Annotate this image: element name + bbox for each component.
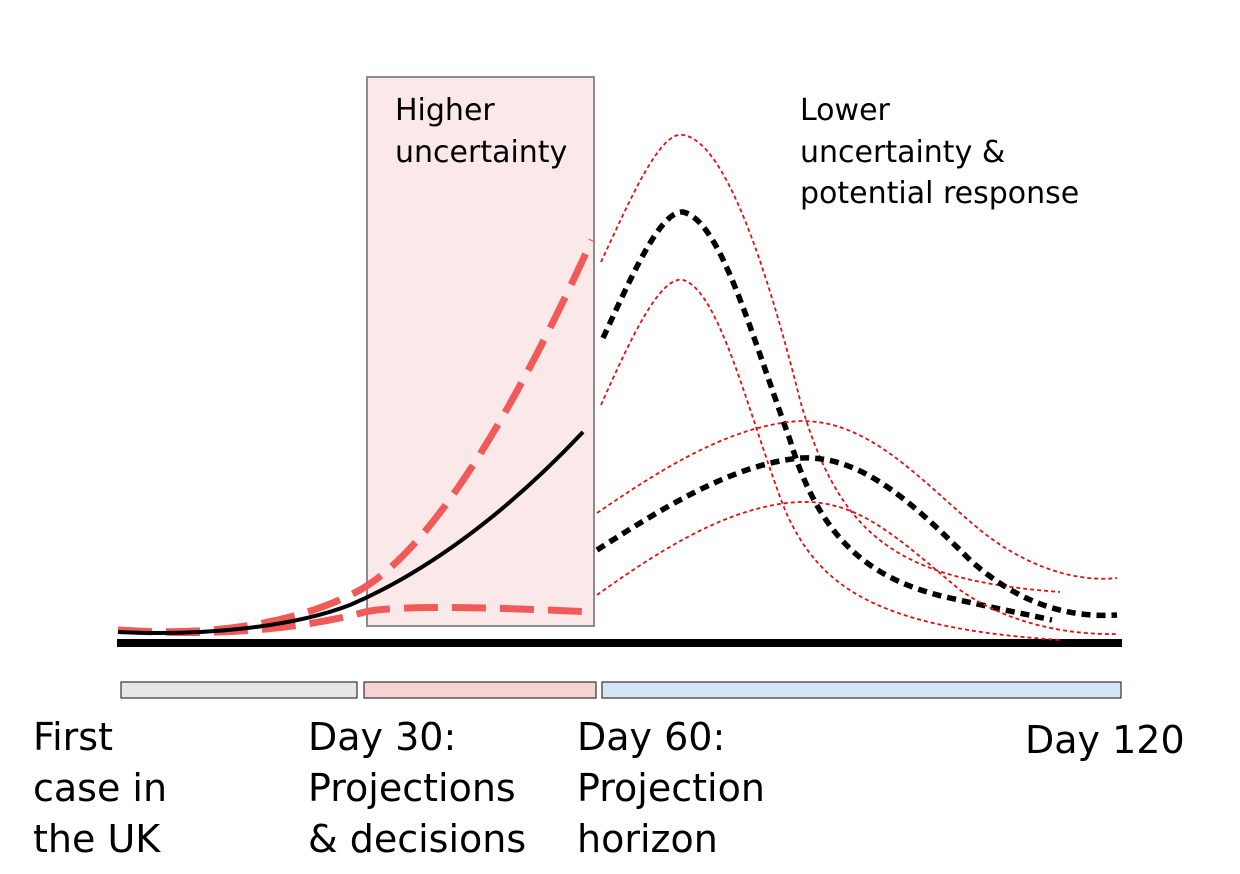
scenario-b-upper-band: [596, 420, 1118, 580]
first-case-label: First case in the UK: [33, 715, 179, 861]
higher-uncertainty-box: [366, 76, 595, 627]
day60-label: Day 60: Projection horizon: [577, 715, 777, 861]
scenario-b-central-line: [595, 455, 1118, 619]
central-estimate-line: [117, 430, 585, 635]
day120-label: Day 120: [1025, 718, 1185, 762]
higher-uncertainty-label: Higher uncertainty: [395, 93, 567, 170]
day30-label: Day 30: Projections & decisions: [308, 715, 528, 861]
scenario-b-lower-band: [596, 501, 1118, 635]
scenario-a-lower-band: [600, 279, 1061, 641]
scenario-a-upper-band: [600, 134, 1061, 593]
phase-bar-early: [120, 681, 358, 699]
phase-bar-projection: [363, 681, 597, 699]
lower-uncertainty-label: Lower uncertainty & potential response: [800, 93, 1079, 211]
scenario-a-central-line: [600, 209, 1053, 623]
phase-bar-horizon: [601, 681, 1122, 699]
